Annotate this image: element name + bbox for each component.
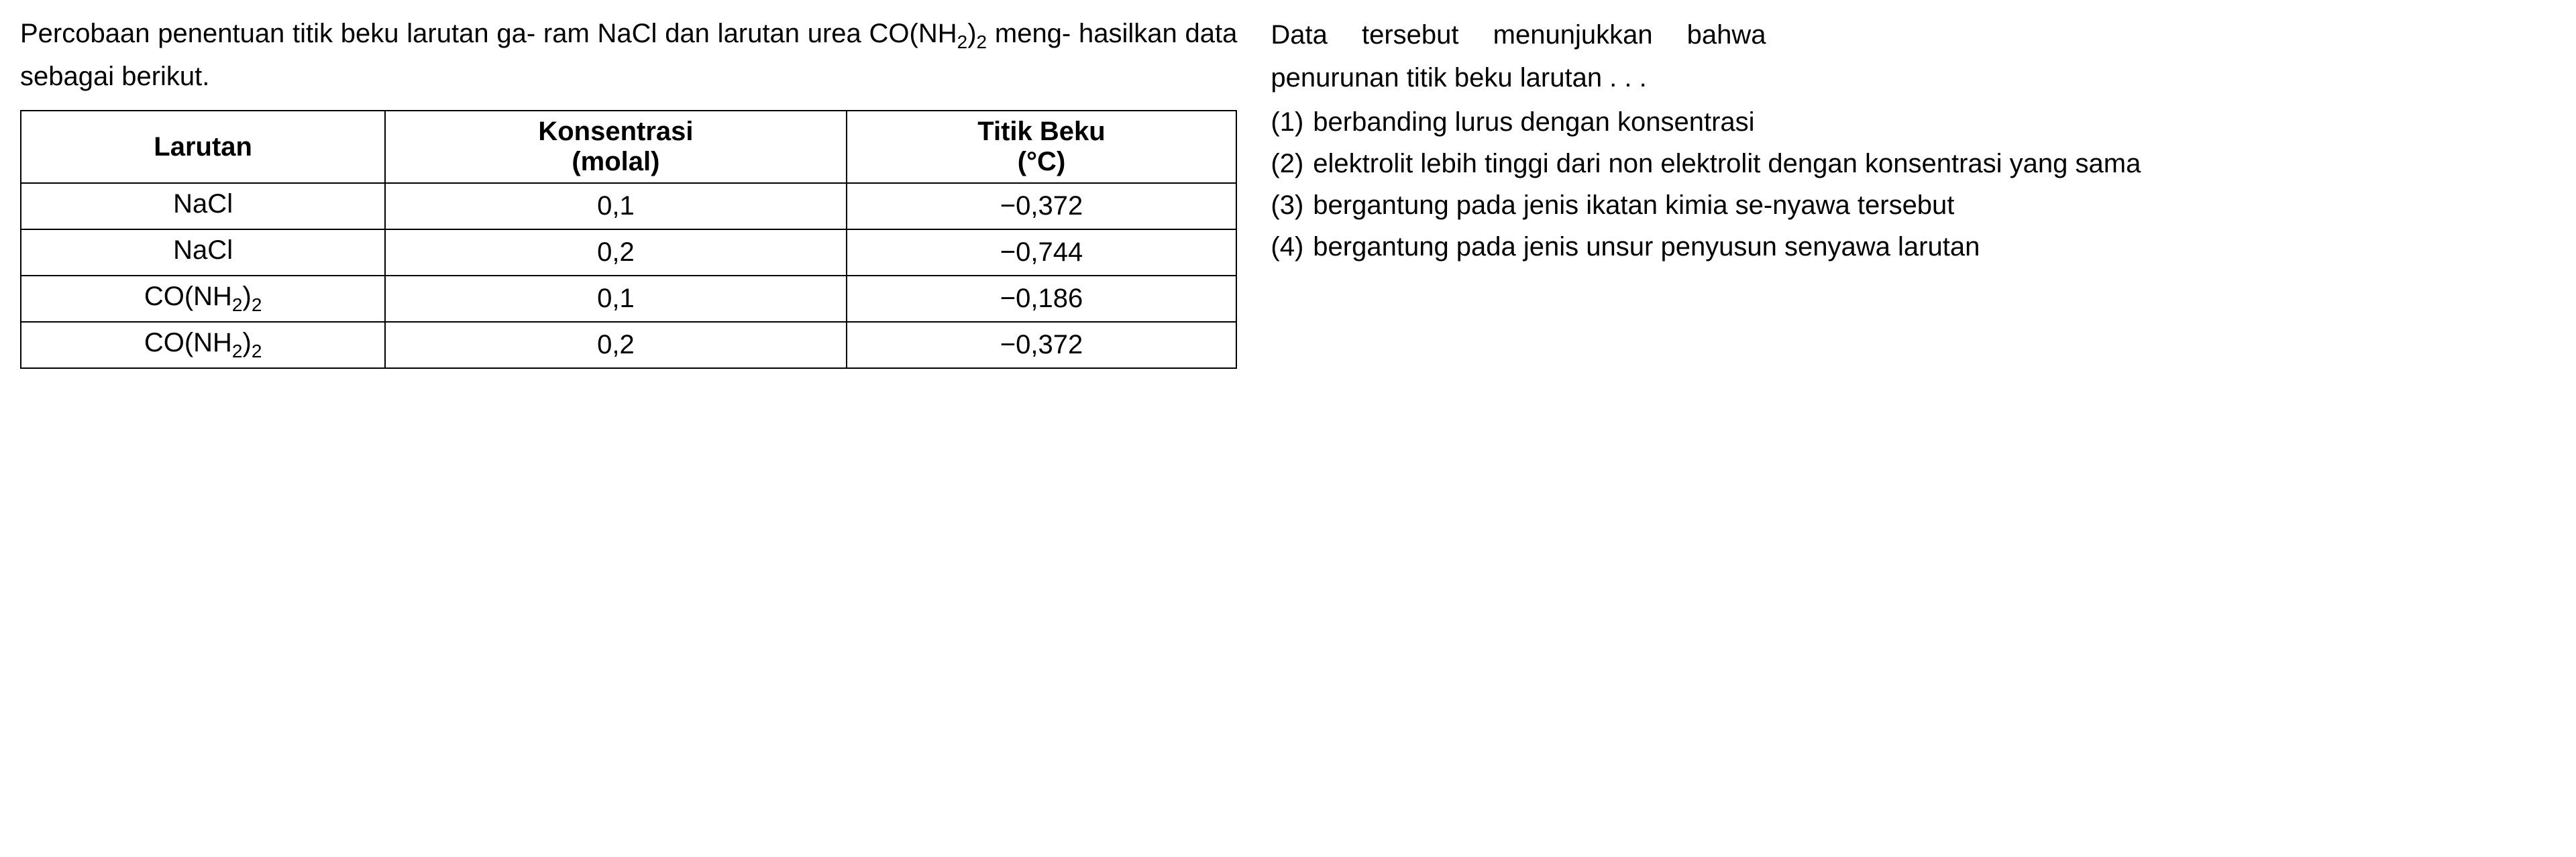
intro-line2-suffix: meng- bbox=[987, 19, 1071, 48]
header-konsentrasi-bottom: (molal) bbox=[572, 147, 659, 176]
cell-larutan: CO(NH2)2 bbox=[21, 276, 385, 322]
option-item: (4) bergantung pada jenis unsur penyusun… bbox=[1271, 227, 2556, 267]
option-item: (1) berbanding lurus dengan konsentrasi bbox=[1271, 102, 2556, 142]
data-table: Larutan Konsentrasi (molal) Titik Beku (… bbox=[20, 110, 1237, 369]
page-container: Percobaan penentuan titik beku larutan g… bbox=[20, 13, 2556, 369]
cell-konsentrasi: 0,1 bbox=[385, 183, 846, 229]
cell-larutan: CO(NH2)2 bbox=[21, 322, 385, 368]
header-konsentrasi: Konsentrasi (molal) bbox=[385, 111, 846, 183]
cell-titik: −0,186 bbox=[847, 276, 1237, 322]
intro-line1: Percobaan penentuan titik beku larutan g… bbox=[20, 19, 535, 48]
option-number: (4) bbox=[1271, 227, 1303, 267]
intro-sub2: 2 bbox=[977, 32, 987, 52]
header-titik-top: Titik Beku bbox=[977, 117, 1105, 146]
cell-titik: −0,372 bbox=[847, 183, 1237, 229]
table-header-row: Larutan Konsentrasi (molal) Titik Beku (… bbox=[21, 111, 1236, 183]
intro-sub1: 2 bbox=[957, 32, 968, 52]
option-text: elektrolit lebih tinggi dari non elektro… bbox=[1313, 144, 2556, 184]
cell-larutan: NaCl bbox=[21, 183, 385, 229]
cell-larutan: NaCl bbox=[21, 229, 385, 276]
intro-line2-mid: ) bbox=[967, 19, 976, 48]
header-larutan: Larutan bbox=[21, 111, 385, 183]
option-number: (1) bbox=[1271, 102, 1303, 142]
options-list: (1) berbanding lurus dengan konsentrasi … bbox=[1271, 102, 2556, 267]
header-titik: Titik Beku (°C) bbox=[847, 111, 1237, 183]
option-text: bergantung pada jenis ikatan kimia se-ny… bbox=[1313, 185, 2556, 225]
option-item: (2) elektrolit lebih tinggi dari non ele… bbox=[1271, 144, 2556, 184]
header-titik-bottom: (°C) bbox=[1018, 147, 1066, 176]
cell-titik: −0,372 bbox=[847, 322, 1237, 368]
table-row: CO(NH2)2 0,1 −0,186 bbox=[21, 276, 1236, 322]
option-number: (2) bbox=[1271, 144, 1303, 184]
question-text: Data tersebut menunjukkan bahwa penuruna… bbox=[1271, 13, 2556, 99]
option-item: (3) bergantung pada jenis ikatan kimia s… bbox=[1271, 185, 2556, 225]
table-row: CO(NH2)2 0,2 −0,372 bbox=[21, 322, 1236, 368]
cell-titik: −0,744 bbox=[847, 229, 1237, 276]
table-body: NaCl 0,1 −0,372 NaCl 0,2 −0,744 CO(NH2)2… bbox=[21, 183, 1236, 368]
cell-konsentrasi: 0,2 bbox=[385, 229, 846, 276]
cell-konsentrasi: 0,1 bbox=[385, 276, 846, 322]
option-text: berbanding lurus dengan konsentrasi bbox=[1313, 102, 2556, 142]
intro-paragraph: Percobaan penentuan titik beku larutan g… bbox=[20, 13, 1237, 97]
left-column: Percobaan penentuan titik beku larutan g… bbox=[20, 13, 1237, 369]
table-row: NaCl 0,1 −0,372 bbox=[21, 183, 1236, 229]
option-text: bergantung pada jenis unsur penyusun sen… bbox=[1313, 227, 2556, 267]
right-column: Data tersebut menunjukkan bahwa penuruna… bbox=[1271, 13, 2556, 369]
question-line1: Data tersebut menunjukkan bahwa bbox=[1271, 20, 1766, 50]
cell-konsentrasi: 0,2 bbox=[385, 322, 846, 368]
question-line2: penurunan titik beku larutan . . . bbox=[1271, 63, 1646, 93]
table-row: NaCl 0,2 −0,744 bbox=[21, 229, 1236, 276]
option-number: (3) bbox=[1271, 185, 1303, 225]
header-konsentrasi-top: Konsentrasi bbox=[538, 117, 693, 146]
intro-line2-prefix: ram NaCl dan larutan urea CO(NH bbox=[543, 19, 957, 48]
